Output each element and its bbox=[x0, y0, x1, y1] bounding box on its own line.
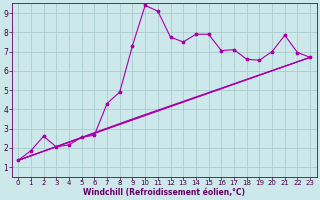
X-axis label: Windchill (Refroidissement éolien,°C): Windchill (Refroidissement éolien,°C) bbox=[83, 188, 245, 197]
